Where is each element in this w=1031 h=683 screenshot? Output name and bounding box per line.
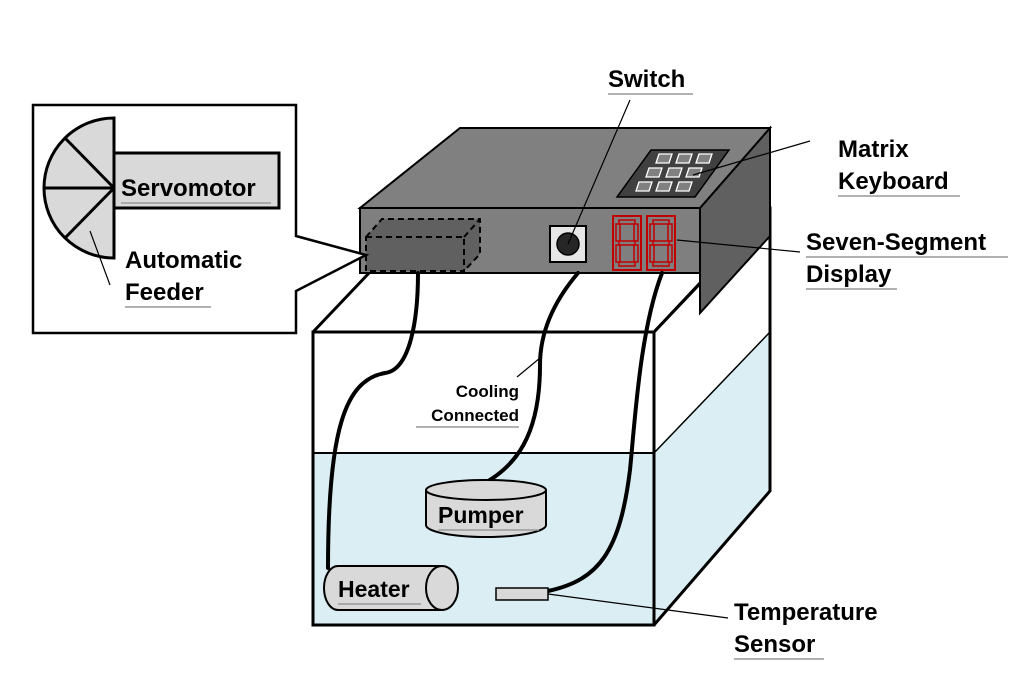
segment [652, 261, 670, 267]
water-surface-side-line [653, 331, 771, 454]
switch-knob [549, 225, 587, 263]
segment [615, 244, 621, 263]
segment [652, 240, 670, 246]
keyboard-key [655, 181, 673, 192]
servomotor-label: Servomotor [121, 175, 256, 202]
keyboard-key [675, 153, 693, 164]
seven-segment-digit [612, 215, 642, 271]
tank-water-side [654, 332, 770, 625]
feeder-dashed-box [365, 218, 481, 272]
sensor-leader-line [547, 593, 729, 619]
switch-label: Switch [608, 66, 685, 93]
segment [633, 244, 639, 263]
keyboard-key [665, 167, 683, 178]
pumper-label: Pumper [438, 502, 524, 528]
cooling-label-2: Connected [431, 406, 519, 425]
heater: Heater [323, 565, 459, 611]
feeder-leader-line [89, 230, 111, 286]
temperature-sensor-label-1: Temperature [734, 599, 878, 626]
cooling-label-1: Cooling [456, 382, 519, 401]
automatic-feeder-label-2: Feeder [125, 279, 204, 306]
segment [649, 223, 655, 242]
segment [667, 244, 673, 263]
pumper-wire [468, 271, 580, 492]
keyboard-key [655, 153, 673, 164]
tank-top-back-left [311, 270, 372, 334]
tank-front-outline [311, 330, 656, 627]
automatic-feeder-label-1: Automatic [125, 247, 242, 274]
pumper: Pumper [425, 479, 547, 538]
seven-segment-label-1: Seven-Segment [806, 229, 986, 256]
feeder-callout: Servomotor Automatic Feeder [31, 103, 370, 335]
keyboard-key [635, 181, 653, 192]
segment [652, 219, 670, 225]
heater-wire [326, 271, 420, 570]
seven-segment-display [612, 215, 676, 271]
controller-box [357, 125, 773, 316]
keyboard-key [645, 167, 663, 178]
keyboard-key [685, 167, 703, 178]
cooling-leader-line [516, 357, 541, 378]
temperature-sensor-label-2: Sensor [734, 631, 815, 658]
heater-label: Heater [338, 576, 410, 602]
segment [618, 240, 636, 246]
keyboard-key [695, 153, 713, 164]
matrix-keyboard-label-2: Keyboard [838, 168, 949, 195]
segment [667, 223, 673, 242]
tank-top-back-right [652, 281, 702, 334]
segment [649, 244, 655, 263]
segment [618, 219, 636, 225]
segment [633, 223, 639, 242]
segment [615, 223, 621, 242]
matrix-keyboard-label-1: Matrix [838, 136, 909, 163]
seven-segment-digit [646, 215, 676, 271]
switch-leader-line [567, 99, 631, 245]
display-leader-line [676, 239, 801, 253]
keyboard-key [675, 181, 693, 192]
keyboard-leader-line [692, 140, 811, 176]
matrix-keyboard [615, 149, 731, 198]
segment [618, 261, 636, 267]
seven-segment-label-2: Display [806, 261, 892, 288]
temperature-sensor [495, 587, 549, 601]
sensor-wire [546, 271, 664, 593]
servomotor-body [112, 151, 281, 210]
